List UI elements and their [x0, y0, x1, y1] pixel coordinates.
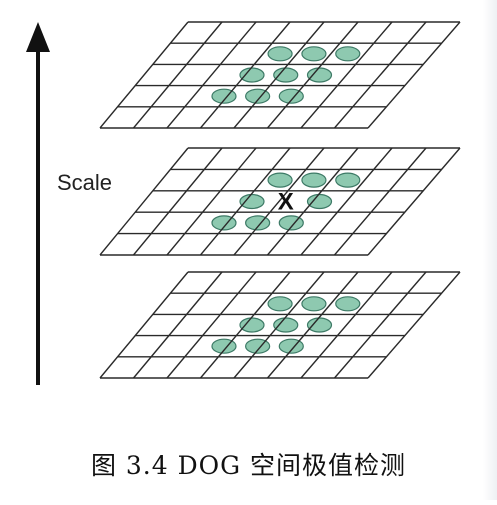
neighbor-sample-2	[335, 46, 361, 62]
neighbor-sample-5	[306, 317, 333, 333]
grid-column-line	[166, 21, 257, 129]
grid-column-line	[266, 271, 359, 379]
candidate-extremum-marker: X	[278, 189, 294, 216]
grid-column-line	[199, 271, 291, 379]
grid-column-line	[132, 271, 223, 379]
grid-column-line	[99, 271, 189, 379]
grid-column-line	[233, 21, 325, 129]
grid-column-line	[166, 271, 257, 379]
neighbor-sample-1	[301, 296, 327, 312]
scale-axis-arrowhead-icon	[26, 22, 50, 52]
grid-column-line	[333, 21, 427, 129]
grid-layer-lower-scale	[99, 271, 461, 379]
neighbor-sample-3	[239, 317, 265, 333]
grid-column-line	[300, 271, 393, 379]
neighbor-sample-4	[273, 67, 299, 83]
grid-layer-upper-scale	[99, 21, 461, 129]
grid-layer-current-scale: X	[99, 147, 461, 256]
grid-column-line	[300, 147, 393, 256]
right-edge-shading	[483, 0, 497, 500]
grid-column-line	[199, 147, 291, 256]
neighbor-sample-3	[239, 193, 265, 210]
neighbor-sample-5	[306, 193, 333, 210]
neighbor-sample-0	[267, 46, 293, 62]
grid-column-line	[266, 147, 359, 256]
grid-column-line	[132, 21, 223, 129]
neighbor-sample-2	[335, 296, 361, 312]
grid-column-line	[132, 147, 223, 256]
neighbor-sample-3	[239, 67, 265, 83]
neighbor-sample-0	[267, 172, 293, 188]
neighbor-sample-1	[301, 172, 327, 188]
grid-column-line	[367, 21, 461, 129]
scale-axis-label: Scale	[57, 170, 113, 195]
neighbor-sample-1	[301, 46, 327, 62]
grid-column-line	[166, 147, 257, 256]
grid-column-line	[99, 147, 189, 256]
figure-caption: 图 3.4 DOG 空间极值检测	[90, 451, 407, 480]
grid-column-line	[333, 147, 427, 256]
grid-column-line	[333, 271, 427, 379]
grid-column-line	[266, 21, 359, 129]
neighbor-sample-0	[267, 296, 293, 312]
grid-column-line	[99, 21, 189, 129]
grid-column-line	[233, 271, 325, 379]
neighbor-sample-2	[335, 172, 361, 188]
grid-column-line	[367, 271, 461, 379]
neighbor-sample-4	[273, 317, 299, 333]
grid-column-line	[300, 21, 393, 129]
grid-column-line	[199, 21, 291, 129]
neighbor-sample-5	[306, 67, 333, 83]
grid-column-line	[367, 147, 461, 256]
grid-column-line	[233, 147, 325, 256]
